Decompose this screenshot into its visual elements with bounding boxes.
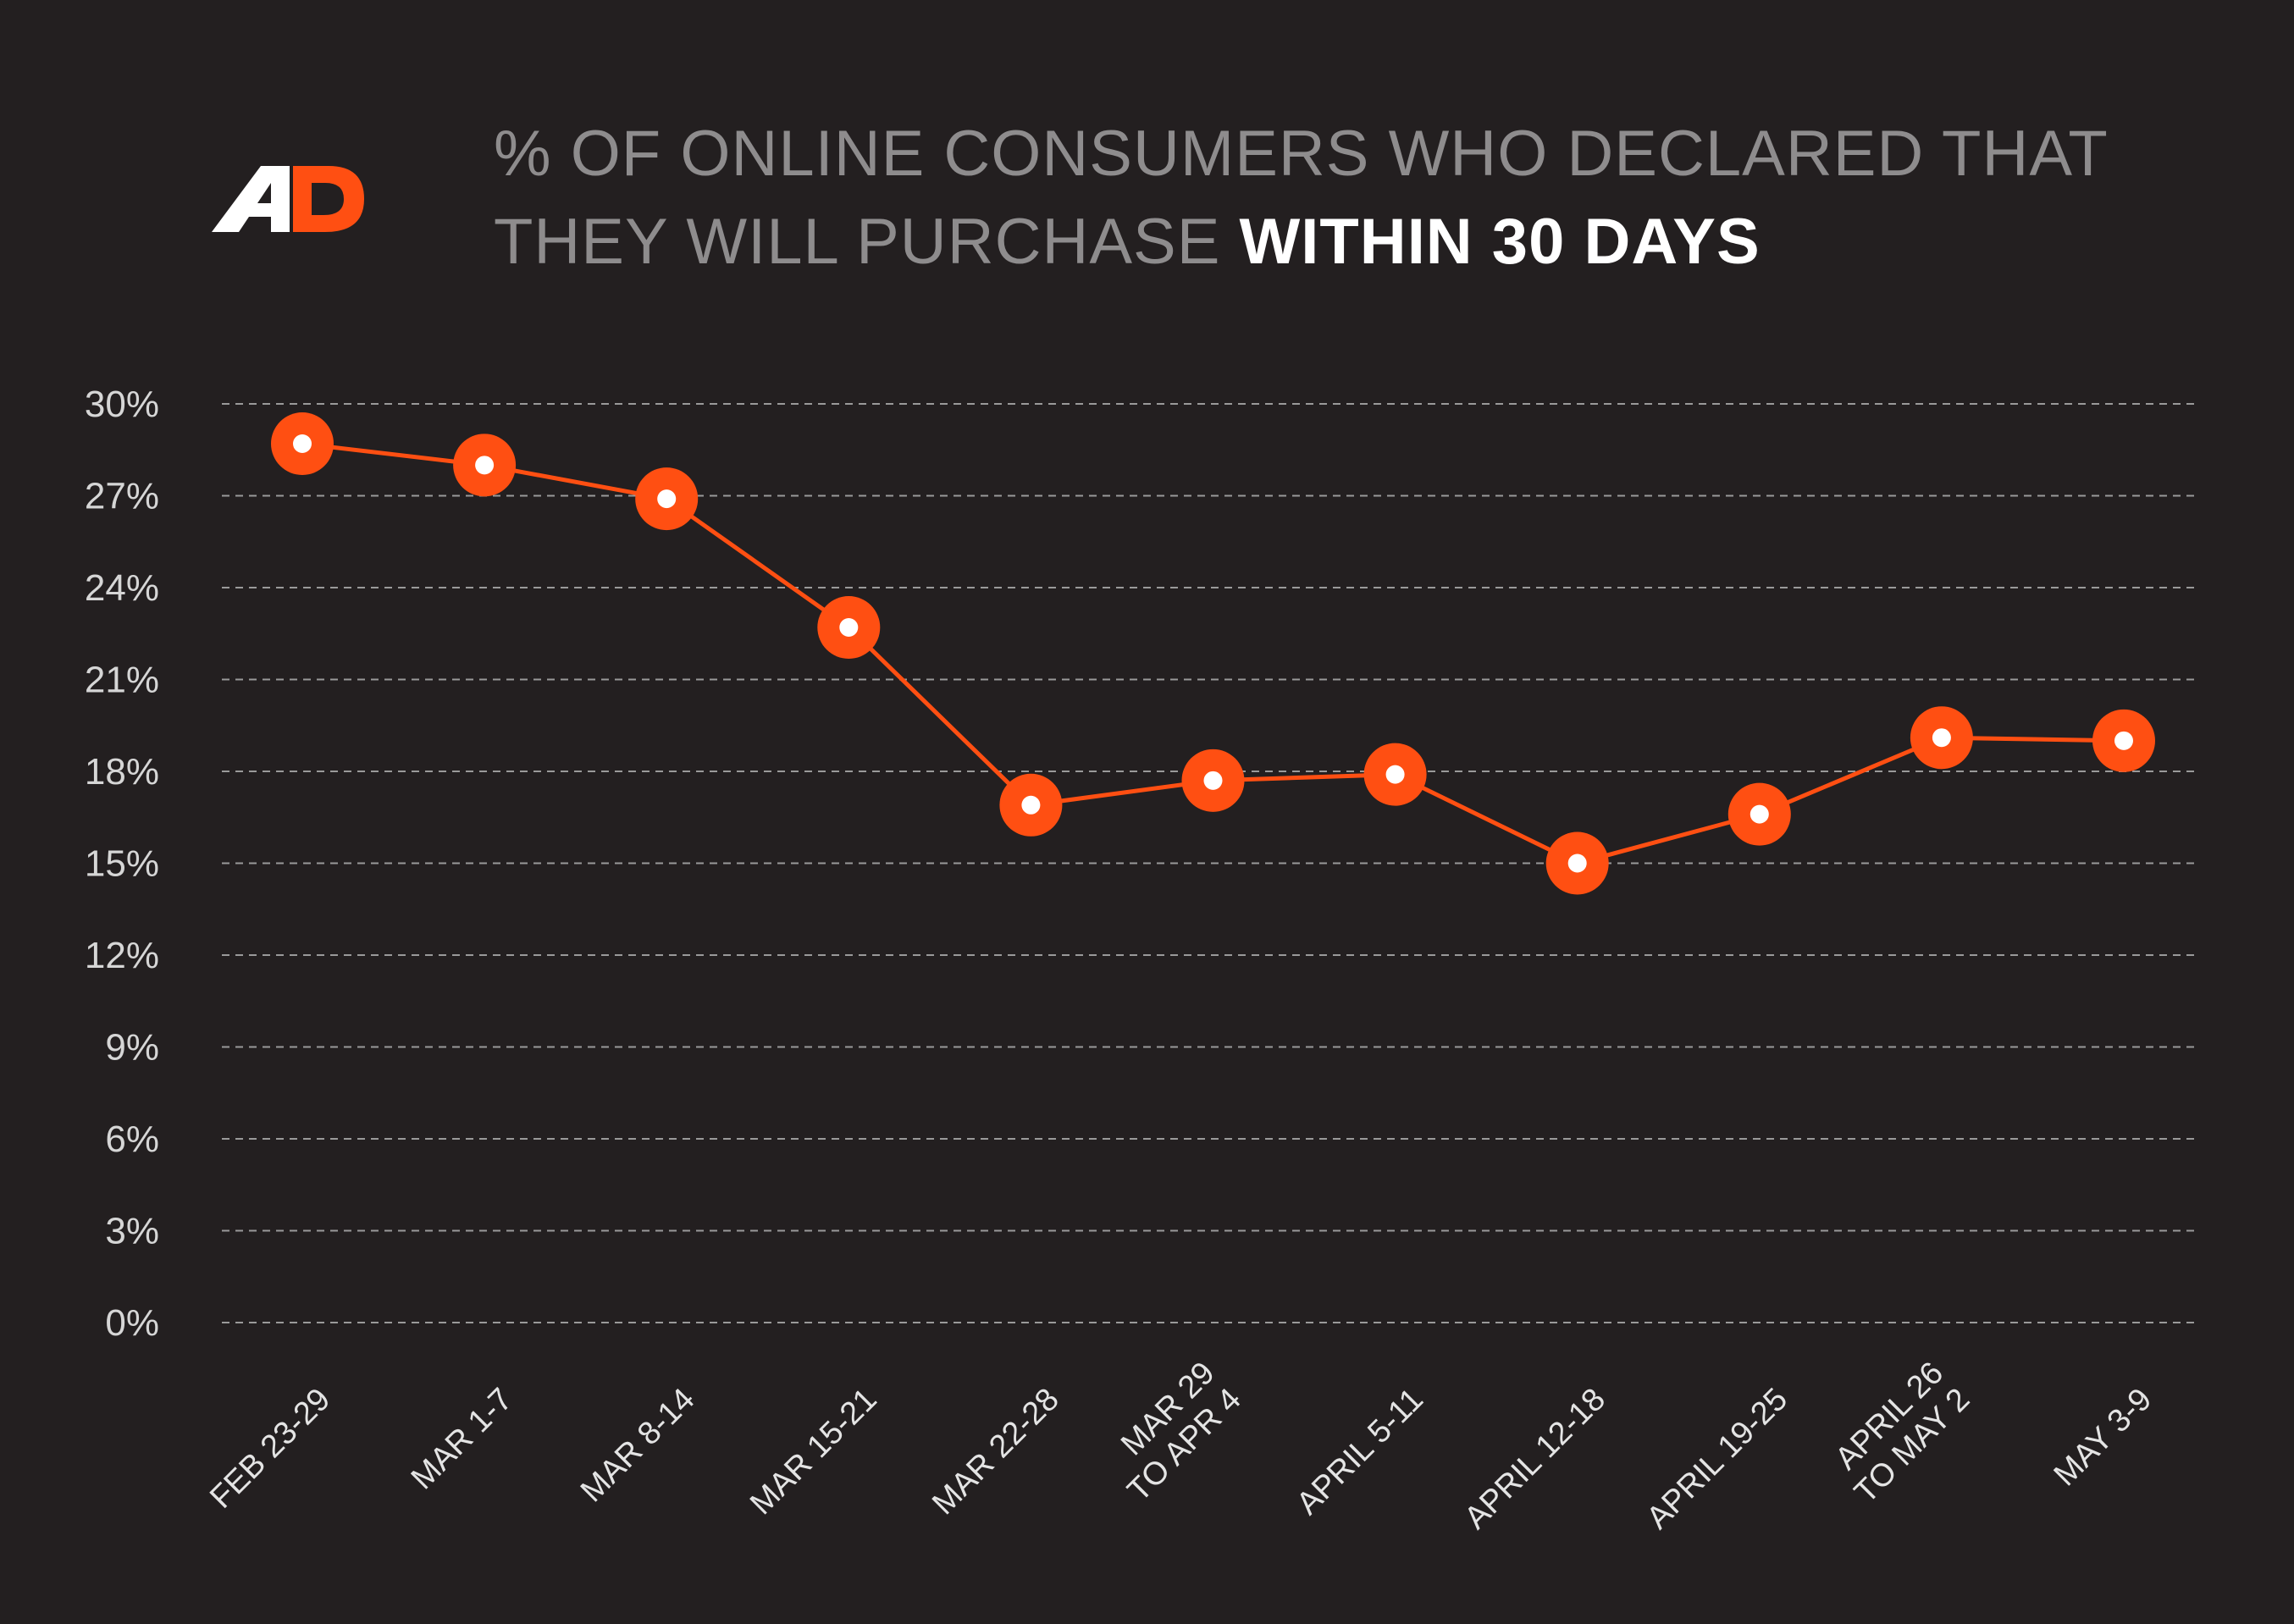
data-point-center bbox=[1021, 795, 1041, 815]
x-tick-label: MAR 22-28 bbox=[926, 1382, 1066, 1522]
x-tick-label: APRIL 12-18 bbox=[1458, 1382, 1613, 1537]
y-tick-label: 3% bbox=[105, 1211, 159, 1252]
x-tick-label: MAR 1-7 bbox=[405, 1382, 520, 1497]
y-tick-label: 24% bbox=[85, 567, 159, 609]
x-axis-ticks: FEB 23-29 MAR 1-7 MAR 8-14 MAR 15-21 MAR 22-… bbox=[203, 1356, 2159, 1537]
x-tick-label-line: APRIL 12-18 bbox=[1458, 1382, 1613, 1537]
y-tick-label: 15% bbox=[85, 843, 159, 885]
x-tick-label-line: APRIL 5-11 bbox=[1290, 1382, 1430, 1522]
x-tick-label-line: MAY 3-9 bbox=[2048, 1382, 2159, 1494]
x-tick-label-line: MAR 15-21 bbox=[743, 1382, 884, 1522]
grid-layer bbox=[222, 403, 2199, 1323]
x-tick-label: FEB 23-29 bbox=[203, 1382, 337, 1516]
x-tick-label: APRIL 19-25 bbox=[1640, 1382, 1795, 1537]
y-tick-label: 0% bbox=[105, 1302, 159, 1344]
data-point-center bbox=[293, 434, 312, 454]
chart-title-prefix: THEY WILL PURCHASE bbox=[494, 206, 1240, 278]
x-tick-label: APRIL 26TO MAY 2 bbox=[1821, 1356, 1976, 1511]
x-tick-label-line: APRIL 19-25 bbox=[1640, 1382, 1795, 1537]
data-point-center bbox=[657, 489, 677, 509]
x-tick-label: APRIL 5-11 bbox=[1290, 1382, 1430, 1522]
data-point-center bbox=[839, 618, 859, 638]
chart-title-highlight: WITHIN 30 DAYS bbox=[1239, 206, 1761, 278]
data-point-center bbox=[1385, 765, 1405, 784]
y-axis-ticks: 0% 3% 6% 9% 12% 15% 18% 21% 24% 27% 30% bbox=[85, 384, 159, 1344]
logo-letter-a bbox=[212, 166, 290, 232]
data-point-center bbox=[2114, 731, 2133, 750]
data-point-center bbox=[1567, 853, 1587, 873]
x-tick-label-line: MAR 8-14 bbox=[574, 1382, 702, 1510]
logo-letter-d bbox=[293, 166, 364, 232]
x-tick-label: MAR 8-14 bbox=[574, 1382, 702, 1510]
marker-layer bbox=[271, 412, 2155, 895]
data-point-center bbox=[1203, 771, 1223, 790]
ad-logo bbox=[212, 166, 364, 232]
data-point-center bbox=[475, 456, 495, 475]
data-point-center bbox=[1750, 804, 1769, 824]
x-tick-label: MAY 3-9 bbox=[2048, 1382, 2159, 1494]
chart-title: % OF ONLINE CONSUMERS WHO DECLARED THAT … bbox=[494, 110, 2187, 286]
x-tick-label-line: MAR 22-28 bbox=[926, 1382, 1066, 1522]
y-tick-label: 30% bbox=[85, 384, 159, 425]
data-point-center bbox=[1932, 728, 1951, 748]
y-tick-label: 12% bbox=[85, 935, 159, 976]
x-tick-label-line: MAR 1-7 bbox=[405, 1382, 520, 1497]
x-tick-label: MAR 15-21 bbox=[743, 1382, 884, 1522]
chart-title-line-2: THEY WILL PURCHASE WITHIN 30 DAYS bbox=[494, 198, 2187, 286]
y-tick-label: 18% bbox=[85, 751, 159, 793]
x-tick-label: MAR 29TO APR 4 bbox=[1095, 1356, 1248, 1509]
chart-title-line-1: % OF ONLINE CONSUMERS WHO DECLARED THAT bbox=[494, 118, 2109, 190]
y-tick-label: 9% bbox=[105, 1027, 159, 1069]
y-tick-label: 27% bbox=[85, 476, 159, 517]
x-tick-label-line: FEB 23-29 bbox=[203, 1382, 337, 1516]
y-tick-label: 6% bbox=[105, 1119, 159, 1160]
y-tick-label: 21% bbox=[85, 660, 159, 701]
